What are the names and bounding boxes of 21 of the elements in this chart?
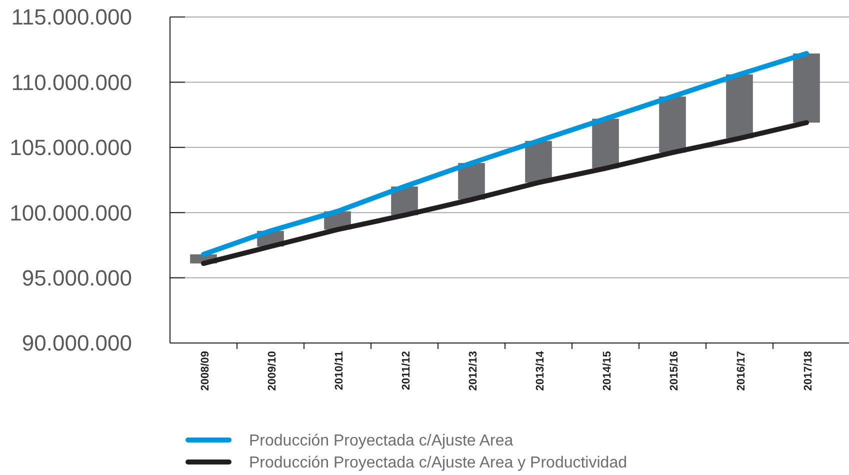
x-tick-label: 2011/12 (400, 351, 412, 390)
y-tick-label: 90.000.000 (22, 330, 132, 356)
x-tick-label: 2016/17 (736, 351, 748, 391)
x-tick-label: 2012/13 (468, 351, 480, 391)
legend-label: Producción Proyectada c/Ajuste Area (249, 432, 514, 450)
x-tick-label: 2010/11 (334, 351, 346, 390)
bar (726, 74, 753, 138)
y-tick-label: 100.000.000 (10, 200, 132, 226)
y-tick-label: 105.000.000 (10, 135, 132, 160)
y-tick-label: 95.000.000 (22, 266, 132, 290)
bar (659, 96, 686, 153)
x-tick-label: 2017/18 (802, 351, 814, 391)
x-tick-label: 2014/15 (602, 351, 614, 391)
x-tick-label: 2008/09 (200, 351, 212, 391)
x-tick-label: 2013/14 (534, 350, 546, 391)
y-tick-label: 115.000.000 (11, 4, 132, 30)
bar (793, 54, 820, 123)
x-tick-label: 2015/16 (668, 351, 680, 391)
x-tick-label: 2009/10 (266, 351, 278, 391)
legend-label: Producción Proyectada c/Ajuste Area y Productividad (249, 454, 627, 472)
y-tick-label: 110.000.000 (11, 70, 132, 95)
